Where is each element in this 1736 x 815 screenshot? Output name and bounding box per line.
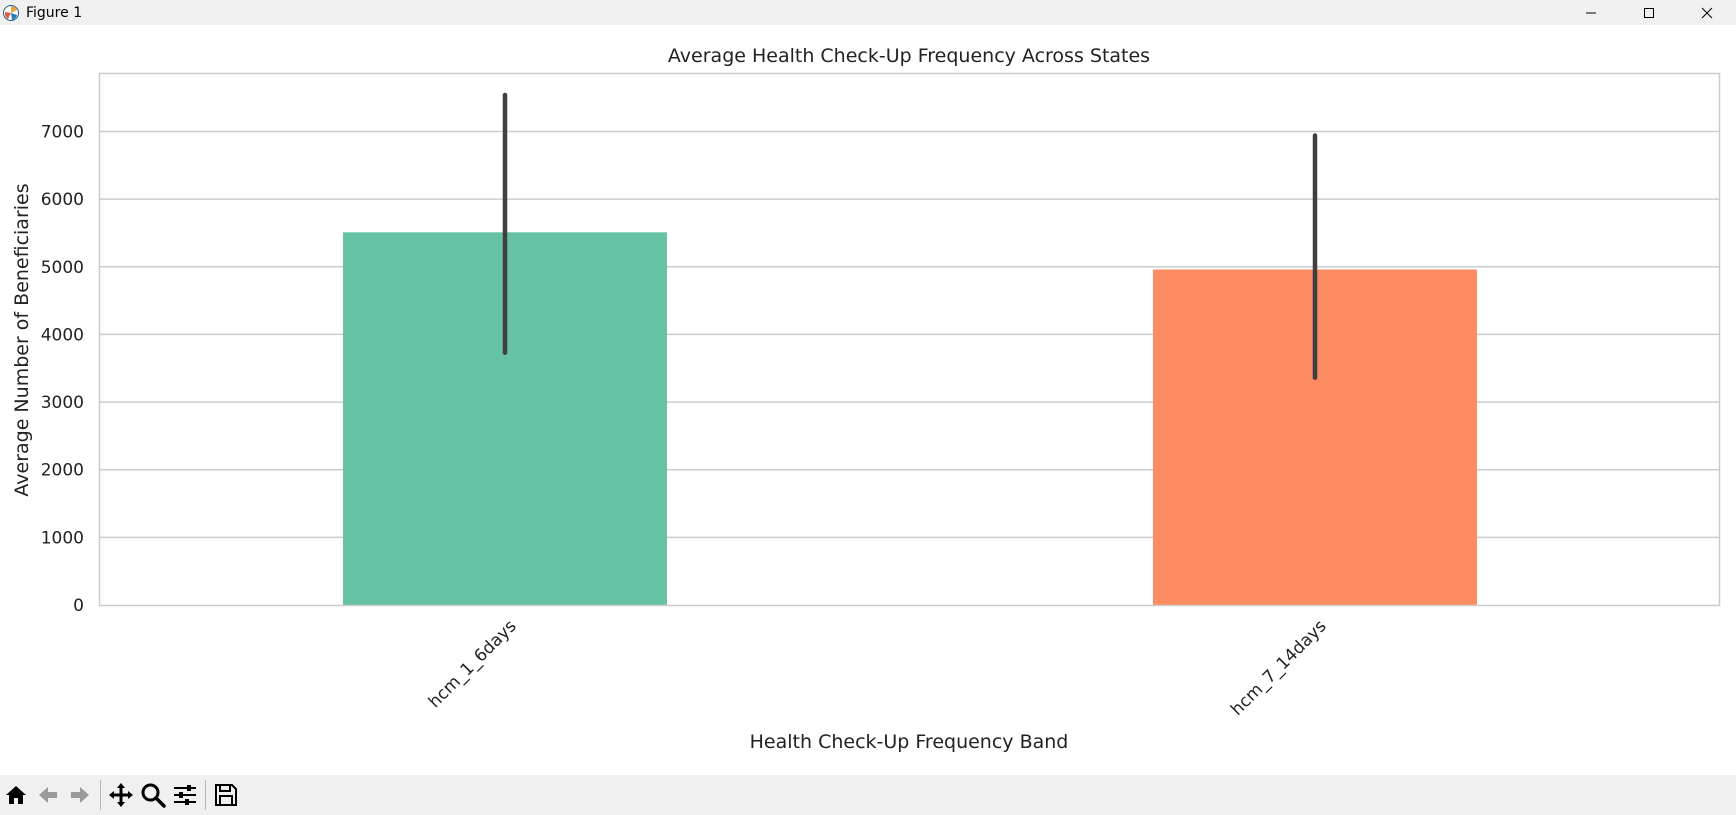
window-titlebar: Figure 1 [0, 0, 1736, 25]
x-tick-label: hcm_7_14days [1227, 616, 1331, 720]
back-arrow-icon [39, 787, 57, 803]
toolbar-separator [205, 780, 206, 810]
y-tick-label: 3000 [41, 393, 84, 413]
window-title: Figure 1 [26, 4, 83, 21]
save-icon [215, 784, 237, 806]
zoom-icon [141, 783, 166, 808]
x-tick-label: hcm_1_6days [425, 616, 521, 712]
y-tick-label: 6000 [41, 190, 84, 210]
close-icon [1701, 7, 1713, 18]
y-tick-label: 4000 [41, 325, 84, 345]
y-tick-label: 2000 [41, 461, 84, 481]
window-controls [1562, 0, 1736, 25]
figure-canvas: 0 1000 2000 3000 4000 5000 6000 7000 hcm_1_6day… [0, 25, 1736, 775]
home-button[interactable] [0, 779, 32, 811]
minimize-button[interactable] [1562, 0, 1620, 25]
y-tick-label: 5000 [41, 258, 84, 278]
navigation-toolbar [0, 775, 1736, 815]
save-button[interactable] [210, 779, 242, 811]
y-tick-label: 7000 [41, 122, 84, 142]
matplotlib-logo-icon [2, 4, 20, 22]
back-button[interactable] [32, 779, 64, 811]
y-tick-label: 0 [73, 596, 84, 616]
maximize-icon [1644, 7, 1654, 18]
x-axis-label: Health Check-Up Frequency Band [750, 731, 1069, 753]
pan-icon [109, 783, 133, 807]
y-axis-label: Average Number of Beneficiaries [11, 183, 33, 496]
toolbar-separator [100, 780, 101, 810]
forward-arrow-icon [71, 787, 89, 803]
home-icon [6, 786, 26, 804]
configure-subplots-icon [174, 785, 196, 805]
y-tick-label: 1000 [41, 528, 84, 548]
maximize-button[interactable] [1620, 0, 1678, 25]
chart-title: Average Health Check-Up Frequency Across… [668, 45, 1150, 67]
configure-subplots-button[interactable] [169, 779, 201, 811]
forward-button[interactable] [64, 779, 96, 811]
pan-button[interactable] [105, 779, 137, 811]
minimize-icon [1586, 12, 1596, 13]
zoom-button[interactable] [137, 779, 169, 811]
close-button[interactable] [1678, 0, 1736, 25]
axes-frame [98, 72, 1721, 607]
bar-chart: 0 1000 2000 3000 4000 5000 6000 7000 hcm_1_6day… [11, 45, 1721, 753]
